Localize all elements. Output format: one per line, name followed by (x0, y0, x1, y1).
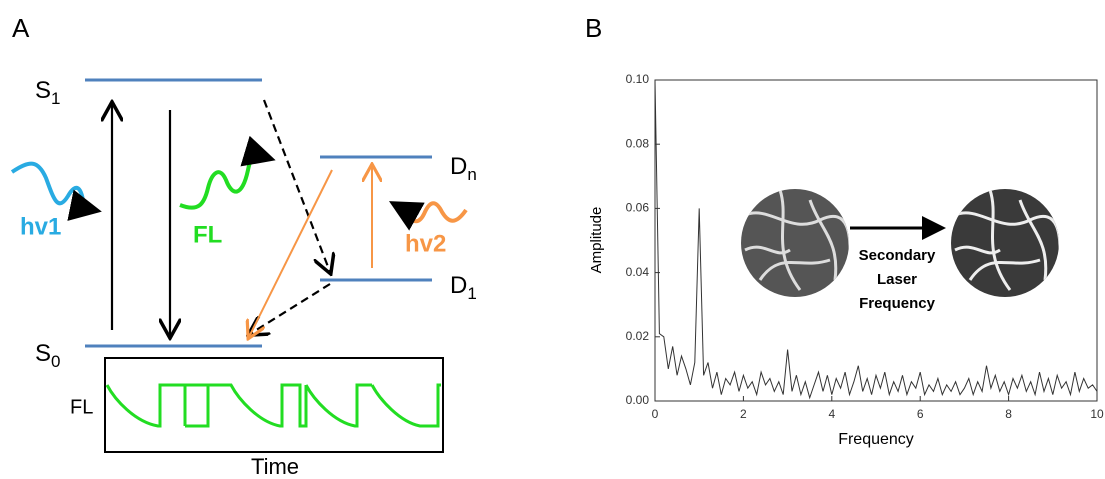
inset-text: Secondary (859, 247, 936, 264)
d1-sub: 1 (467, 284, 476, 303)
dn-label: Dn (450, 153, 477, 184)
isc-arrow (262, 99, 330, 272)
y-axis-label: Amplitude (588, 207, 605, 274)
fl-signal (105, 383, 441, 428)
inset-text: Frequency (859, 295, 936, 312)
box-xlabel: Time (251, 454, 299, 479)
hv1-label: hv1 (20, 213, 61, 240)
hv2-wave (389, 201, 468, 231)
x-tick-label: 6 (917, 407, 924, 421)
x-tick-label: 0 (652, 407, 659, 421)
y-tick-label: 0.04 (626, 265, 650, 279)
hv1-wave (10, 161, 102, 221)
x-tick-label: 2 (740, 407, 747, 421)
panel-label: A (12, 13, 30, 43)
fl-wave (179, 135, 276, 210)
y-tick-label: 0.00 (626, 393, 650, 407)
fl-signal-steps (185, 383, 372, 428)
spectrum-line (654, 79, 1098, 400)
x-tick-label: 4 (828, 407, 835, 421)
x-axis-label: Frequency (838, 431, 914, 448)
y-tick-label: 0.08 (626, 136, 650, 150)
y-tick-label: 0.10 (626, 72, 650, 86)
filaments (954, 189, 1059, 291)
fl-time-box (104, 357, 444, 453)
s1-label: S1 (35, 77, 60, 108)
s0-label: S0 (35, 340, 60, 371)
plot-frame (654, 79, 1098, 402)
inset-text: Laser (877, 271, 917, 288)
box-ylabel: FL (70, 396, 93, 418)
x-tick-label: 8 (1005, 407, 1012, 421)
inset-caption: Secondary Laser Frequency (859, 247, 936, 312)
d1-label: D1 (450, 272, 477, 303)
inset (741, 189, 1059, 297)
dn-sub: n (467, 165, 476, 184)
y-tick-label: 0.06 (626, 201, 650, 215)
panel-label: B (585, 13, 602, 43)
filaments (744, 189, 849, 291)
x-tick-label: 10 (1090, 407, 1104, 421)
y-tick-label: 0.02 (626, 329, 650, 343)
d1-main: D (450, 272, 467, 299)
s0-sub: 0 (51, 352, 60, 371)
dn-main: D (450, 153, 467, 180)
hv2-label: hv2 (405, 230, 446, 257)
s0-main: S (35, 340, 51, 367)
s1-sub: 1 (51, 89, 60, 108)
s1-main: S (35, 77, 51, 104)
dn-decay-arrow (249, 169, 333, 337)
fl-label: FL (193, 221, 222, 248)
